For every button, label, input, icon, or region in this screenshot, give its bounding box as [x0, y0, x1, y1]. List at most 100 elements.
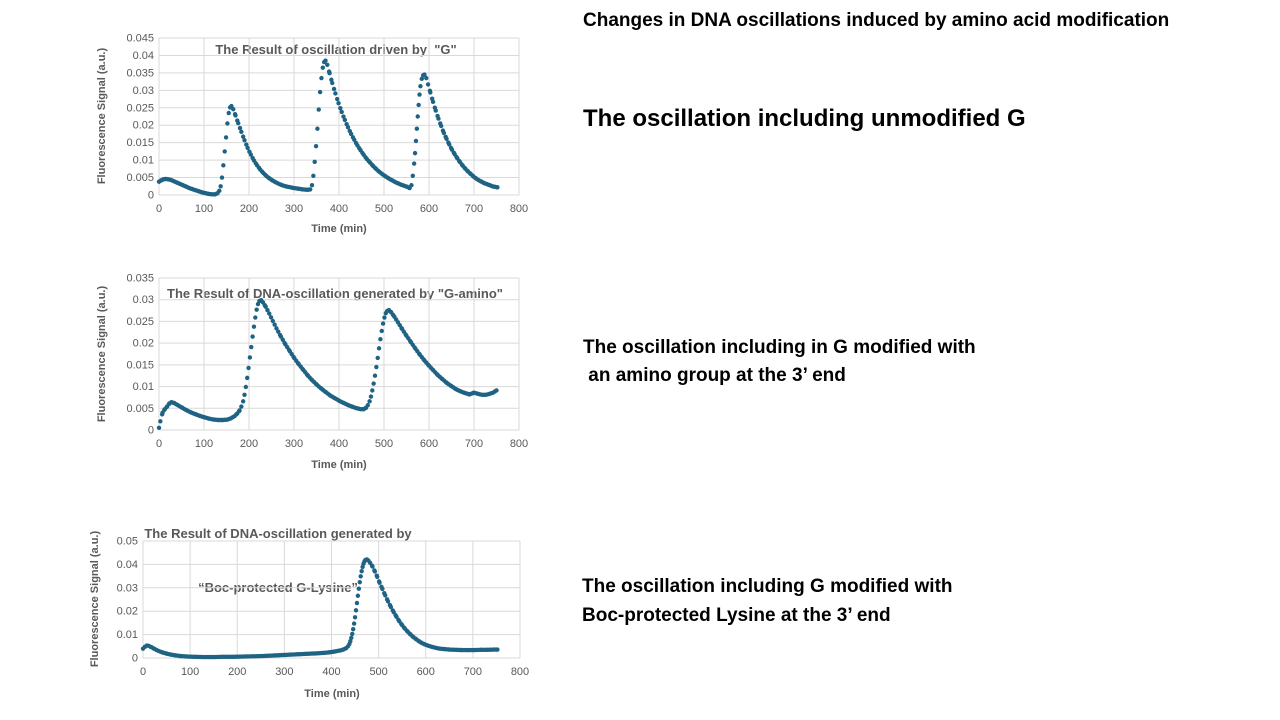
data-point [380, 321, 386, 326]
note-g-amino-line1: The oscillation including in G modified … [583, 337, 976, 358]
data-point [375, 355, 380, 361]
y-tick-label: 0.045 [126, 33, 154, 45]
data-point [219, 175, 225, 180]
data-point [327, 71, 332, 76]
data-point [378, 337, 383, 342]
data-point [428, 90, 433, 95]
data-point [371, 381, 376, 386]
figure-heading: Changes in DNA oscillations induced by a… [583, 10, 1170, 31]
data-point [330, 80, 335, 86]
y-tick-label: 0.01 [117, 629, 138, 641]
x-tick-label: 100 [181, 666, 199, 678]
data-point [388, 604, 394, 610]
x-tick-label: 400 [330, 203, 348, 215]
data-series [156, 58, 500, 197]
chart-title: The Result of DNA-oscillation generated … [80, 489, 476, 633]
data-point [225, 121, 230, 126]
data-point [336, 101, 341, 106]
data-point [365, 403, 370, 408]
data-point [239, 404, 244, 409]
data-point [348, 131, 354, 137]
x-tick-label: 0 [156, 438, 162, 450]
data-point [416, 102, 421, 108]
x-axis-label: Time (min) [311, 459, 367, 471]
data-point [354, 600, 360, 606]
data-point [253, 315, 258, 320]
data-point [372, 569, 378, 574]
y-tick-label: 0.03 [117, 582, 138, 594]
x-tick-label: 100 [195, 203, 213, 215]
x-tick-label: 700 [464, 666, 482, 678]
data-point [333, 91, 338, 96]
x-tick-label: 400 [322, 666, 340, 678]
data-point [345, 125, 351, 130]
data-point [245, 375, 250, 381]
data-series [140, 557, 500, 660]
x-tick-label: 500 [369, 666, 387, 678]
data-point [335, 96, 340, 102]
data-point [411, 161, 417, 166]
chart-title-line: The Result of oscillation driven by "G" [215, 42, 457, 57]
data-point [417, 92, 422, 97]
data-point [272, 322, 277, 327]
data-point [433, 108, 438, 113]
data-point [419, 76, 424, 82]
data-point [245, 145, 250, 151]
data-point [242, 392, 247, 398]
y-tick-label: 0.02 [133, 120, 154, 132]
note-boc-lysine-line1: The oscillation including G modified wit… [582, 576, 953, 597]
data-point [239, 129, 244, 135]
data-point [312, 159, 317, 165]
data-series [156, 297, 499, 431]
y-tick-label: 0.035 [126, 273, 154, 285]
x-tick-label: 100 [195, 438, 213, 450]
data-point [376, 346, 382, 351]
x-tick-label: 400 [330, 438, 348, 450]
y-tick-label: 0.02 [133, 338, 154, 350]
data-point [441, 130, 447, 136]
data-point [425, 82, 431, 87]
data-point [352, 615, 358, 620]
data-point [156, 425, 162, 431]
data-point [350, 631, 355, 637]
data-point [447, 142, 452, 147]
x-tick-label: 600 [420, 203, 438, 215]
y-tick-label: 0 [148, 190, 154, 202]
x-tick-label: 800 [510, 203, 528, 215]
x-tick-label: 800 [510, 438, 528, 450]
chart-unmodified-g: The Result of oscillation driven by "G" … [90, 0, 542, 242]
data-point [233, 113, 238, 118]
data-point [331, 86, 337, 92]
x-tick-label: 200 [240, 203, 258, 215]
data-point [370, 564, 375, 569]
data-point [249, 344, 254, 350]
data-point [250, 334, 255, 339]
data-point [226, 110, 231, 116]
data-point [494, 388, 499, 393]
y-tick-label: 0.025 [126, 102, 154, 114]
data-point [320, 65, 325, 70]
data-point [323, 58, 328, 63]
data-point [231, 106, 236, 112]
y-tick-label: 0.015 [126, 359, 154, 371]
plot-area: 0 0.005 0.01 0.015 0.02 0.025 0.03 0.035 0.04 0.0… [126, 33, 528, 216]
data-point [412, 150, 418, 156]
x-tick-label: 300 [285, 203, 303, 215]
data-point [236, 120, 241, 126]
data-point [221, 163, 226, 168]
data-point [158, 419, 163, 424]
y-tick-label: 0.005 [126, 403, 154, 415]
data-point [311, 173, 316, 179]
data-point [413, 138, 419, 144]
data-point [308, 187, 313, 192]
data-point [222, 149, 227, 154]
y-tick-label: 0.01 [133, 381, 154, 393]
x-tick-label: 600 [417, 666, 435, 678]
data-point [316, 107, 321, 112]
data-point [374, 364, 379, 370]
data-point [251, 324, 257, 329]
data-point [276, 329, 281, 334]
x-tick-label: 600 [420, 438, 438, 450]
data-point [495, 185, 500, 190]
data-point [267, 311, 272, 316]
